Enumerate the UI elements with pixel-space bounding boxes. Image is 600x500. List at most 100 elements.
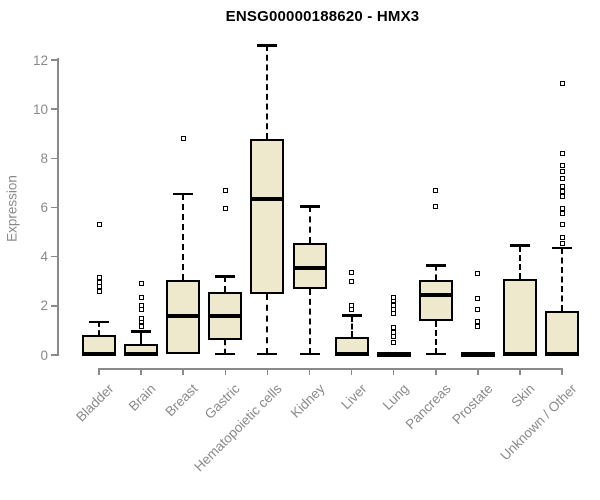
outlier-point [391, 340, 397, 346]
x-axis-label: Kidney [287, 381, 328, 421]
outlier-point [475, 324, 481, 330]
outlier-point [138, 303, 144, 309]
lower-whisker-cap [215, 352, 236, 356]
outlier-point [222, 206, 228, 212]
outlier-point [559, 175, 565, 181]
x-axis-label: Bladder [73, 381, 117, 425]
lower-whisker-cap [425, 352, 446, 356]
lower-whisker [224, 340, 227, 354]
y-tick-label: 12 [32, 52, 48, 68]
outlier-point [559, 169, 565, 175]
x-tick [182, 368, 184, 375]
x-tick [98, 368, 100, 375]
upper-whisker-cap [299, 205, 320, 208]
box [545, 310, 580, 355]
outlier-point [391, 303, 397, 309]
upper-whisker-cap [341, 314, 362, 317]
outlier-point [559, 189, 565, 195]
median-line [376, 352, 411, 357]
outlier-point [433, 187, 439, 193]
x-axis-label: Breast [162, 381, 201, 420]
outlier-point [559, 150, 565, 156]
median-line [418, 292, 453, 297]
x-axis-label: Unknown / Other [497, 381, 580, 464]
outlier-point [180, 136, 186, 142]
outlier-point [475, 295, 481, 301]
y-tick [51, 59, 58, 61]
median-line [334, 351, 369, 356]
outlier-point [138, 324, 144, 330]
upper-whisker-cap [552, 246, 573, 250]
upper-whisker [434, 265, 437, 281]
lower-whisker [308, 288, 311, 354]
outlier-point [433, 203, 439, 209]
y-tick [51, 255, 58, 258]
upper-whisker-cap [215, 275, 236, 278]
x-tick [392, 368, 395, 375]
outlier-point [96, 279, 102, 285]
x-tick [350, 368, 353, 375]
upper-whisker-cap [257, 44, 278, 47]
x-tick [477, 368, 479, 375]
box [418, 280, 453, 321]
y-tick-label: 0 [40, 347, 48, 363]
y-tick [51, 108, 58, 110]
x-tick [561, 368, 563, 375]
upper-whisker [140, 331, 143, 344]
lower-whisker-cap [257, 352, 278, 356]
upper-whisker [519, 245, 521, 279]
y-tick-label: 2 [40, 298, 48, 314]
x-tick [266, 368, 269, 375]
outlier-point [222, 187, 228, 193]
upper-whisker [561, 248, 564, 311]
upper-whisker [182, 194, 185, 281]
outlier-point [559, 240, 565, 246]
outlier-point [96, 288, 102, 294]
lower-whisker [266, 293, 269, 354]
y-tick-label: 6 [40, 200, 48, 216]
upper-whisker-cap [89, 320, 109, 324]
outlier-point [559, 163, 565, 169]
median-line [166, 313, 201, 318]
outlier-point [138, 315, 144, 321]
outlier-point [138, 281, 144, 287]
y-tick-label: 10 [32, 101, 48, 117]
median-line [460, 352, 495, 357]
x-axis-label: Gastric [202, 381, 243, 422]
upper-whisker [266, 45, 269, 139]
median-line [545, 351, 580, 356]
y-tick [51, 354, 58, 356]
x-axis-label: Brain [125, 381, 159, 414]
median-line [208, 313, 243, 318]
outlier-point [96, 275, 102, 281]
outlier-point [349, 270, 355, 276]
y-tick [51, 206, 58, 209]
x-tick [308, 368, 311, 375]
upper-whisker [350, 315, 353, 337]
lower-whisker [434, 320, 437, 354]
upper-whisker-cap [425, 264, 446, 267]
upper-whisker [98, 321, 100, 336]
outlier-point [349, 303, 355, 309]
x-axis-line [98, 368, 564, 370]
x-axis-label: Prostate [449, 381, 496, 428]
outlier-point [475, 271, 481, 277]
x-tick [519, 368, 521, 375]
median-line [292, 265, 327, 270]
outlier-point [559, 222, 565, 228]
outlier-point [559, 206, 565, 212]
outlier-point [559, 211, 565, 217]
x-axis-label: Pancreas [402, 381, 454, 432]
median-line [124, 351, 159, 356]
upper-whisker [308, 206, 311, 244]
outlier-point [391, 294, 397, 300]
box [250, 138, 285, 294]
y-tick [51, 157, 58, 160]
outlier-point [559, 193, 565, 199]
median-line [82, 351, 116, 356]
y-tick [51, 305, 58, 307]
y-tick-label: 8 [40, 150, 48, 166]
outlier-point [475, 319, 481, 325]
outlier-point [559, 80, 565, 86]
